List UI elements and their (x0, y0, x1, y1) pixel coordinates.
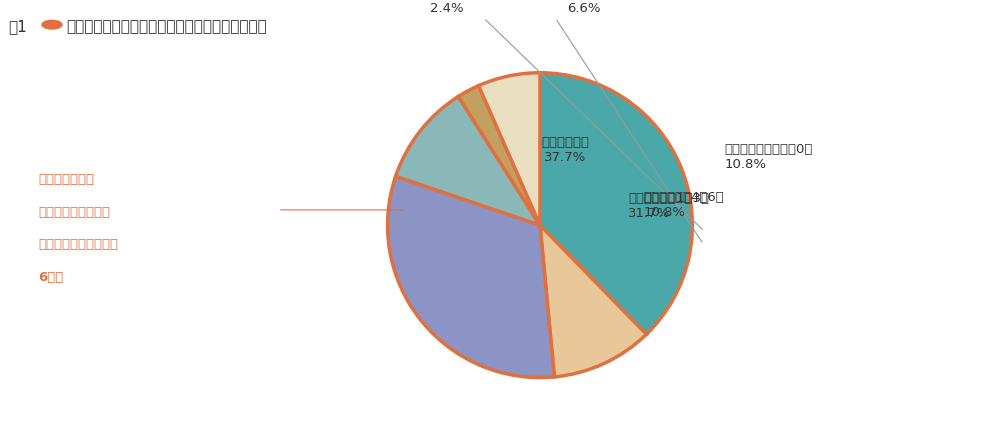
Text: ないが検討経験ありが: ないが検討経験ありが (38, 238, 118, 251)
Wedge shape (396, 97, 540, 225)
Text: 実施経験あり7～9件
2.4%: 実施経験あり7～9件 2.4% (430, 0, 511, 15)
Text: 検討経験あり、実施0件
10.8%: 検討経験あり、実施0件 10.8% (725, 143, 813, 171)
Text: 実施経験あり1～3件
31.7%: 実施経験あり1～3件 31.7% (628, 192, 709, 220)
Wedge shape (540, 225, 646, 377)
Text: 検討経験なし
37.7%: 検討経験なし 37.7% (542, 136, 590, 164)
Wedge shape (479, 73, 540, 225)
Text: 6割強: 6割強 (38, 271, 63, 284)
Text: 実施経験あり10件以上
6.6%: 実施経験あり10件以上 6.6% (567, 0, 656, 15)
Wedge shape (540, 73, 692, 334)
Text: または、実施経験は: または、実施経験は (38, 206, 110, 219)
Text: 図1: 図1 (8, 19, 27, 35)
Wedge shape (458, 86, 540, 225)
Text: 実施経験あり、: 実施経験あり、 (38, 173, 94, 186)
Text: 実施経験あり4～6件
10.8%: 実施経験あり4～6件 10.8% (643, 191, 724, 219)
Text: 不採算事業売却の経験（回答企業に占める割合）: 不採算事業売却の経験（回答企業に占める割合） (66, 19, 267, 35)
Wedge shape (388, 176, 554, 378)
